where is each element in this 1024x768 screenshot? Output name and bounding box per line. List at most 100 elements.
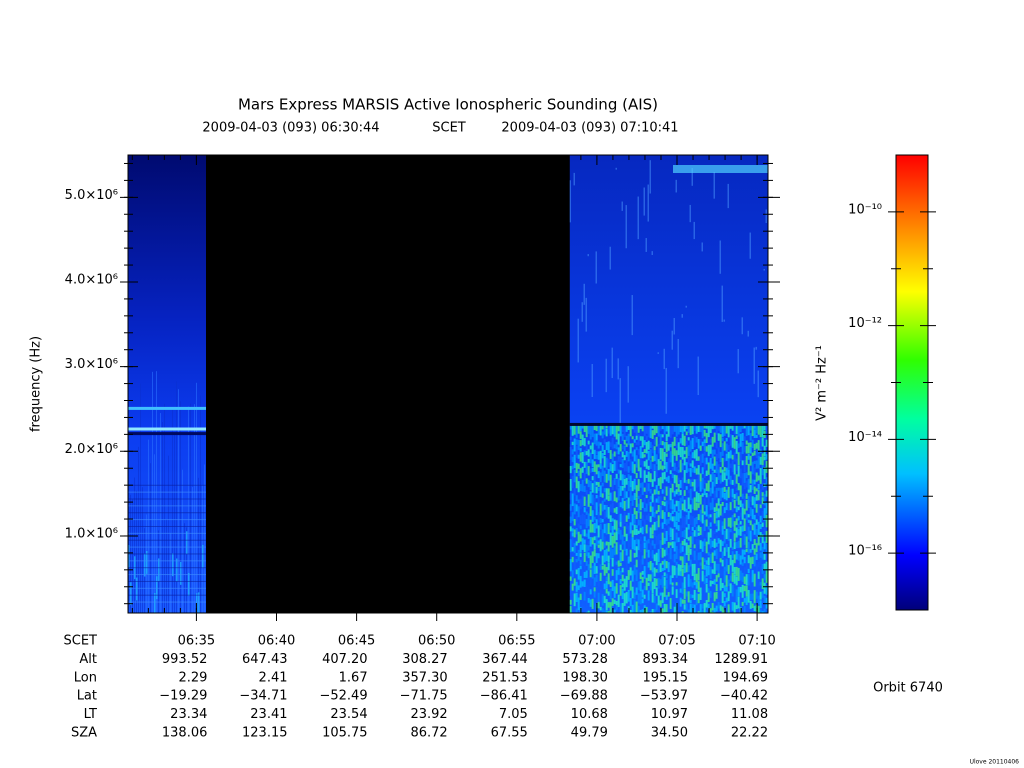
texture xyxy=(643,425,646,437)
texture xyxy=(617,455,620,462)
texture xyxy=(749,507,752,517)
texture xyxy=(651,455,654,462)
texture xyxy=(619,485,622,496)
texture xyxy=(661,472,664,484)
texture xyxy=(741,610,744,613)
texture xyxy=(757,583,760,589)
texture xyxy=(601,500,604,512)
texture xyxy=(743,483,746,490)
texture xyxy=(645,554,648,565)
texture xyxy=(575,439,578,445)
texture xyxy=(681,611,684,613)
texture xyxy=(739,512,742,518)
texture xyxy=(651,444,654,454)
texture xyxy=(615,583,618,594)
texture xyxy=(587,466,590,476)
texture xyxy=(765,552,768,559)
texture xyxy=(673,601,676,605)
texture xyxy=(765,460,768,473)
texture xyxy=(717,592,720,599)
texture xyxy=(621,588,624,600)
texture xyxy=(671,467,674,472)
texture xyxy=(605,358,607,393)
texture xyxy=(717,520,720,531)
texture xyxy=(627,589,630,602)
texture xyxy=(639,519,642,528)
texture xyxy=(585,584,588,595)
texture xyxy=(599,588,602,600)
texture xyxy=(194,404,195,613)
texture xyxy=(745,559,748,570)
texture xyxy=(611,491,614,503)
texture xyxy=(673,317,675,335)
texture xyxy=(667,486,670,494)
texture xyxy=(739,586,742,593)
texture xyxy=(641,589,644,598)
texture xyxy=(573,578,576,586)
texture xyxy=(653,609,656,613)
texture xyxy=(669,527,672,537)
ephemeris-value: −71.75 xyxy=(400,689,448,704)
texture xyxy=(597,451,600,460)
texture xyxy=(663,496,666,501)
texture xyxy=(695,448,698,461)
texture xyxy=(677,442,680,455)
texture xyxy=(627,570,630,580)
texture xyxy=(689,488,692,501)
texture xyxy=(681,546,684,552)
texture xyxy=(609,504,612,512)
texture xyxy=(613,460,616,471)
texture xyxy=(593,549,596,557)
texture xyxy=(743,446,746,453)
texture xyxy=(593,480,596,494)
texture xyxy=(747,605,750,613)
texture xyxy=(611,548,614,558)
texture xyxy=(655,520,658,531)
texture xyxy=(703,439,706,444)
texture xyxy=(729,597,732,608)
texture xyxy=(759,591,762,600)
texture xyxy=(619,578,622,584)
texture xyxy=(667,541,670,548)
texture xyxy=(178,389,179,613)
texture xyxy=(627,556,630,564)
texture xyxy=(763,425,766,431)
texture xyxy=(735,458,738,471)
ephemeris-value: 49.79 xyxy=(571,726,608,741)
texture xyxy=(587,440,590,445)
texture xyxy=(603,449,606,456)
texture xyxy=(687,456,690,465)
texture xyxy=(603,523,606,534)
texture xyxy=(579,593,582,600)
texture xyxy=(669,480,672,485)
chart-title: Mars Express MARSIS Active Ionospheric S… xyxy=(238,96,658,114)
data-gap xyxy=(206,155,570,613)
texture xyxy=(685,305,687,308)
y-tick-label: 4.0×10⁶ xyxy=(65,272,118,287)
texture xyxy=(605,425,608,429)
texture xyxy=(755,564,758,573)
texture xyxy=(753,590,756,604)
texture xyxy=(667,592,670,597)
texture xyxy=(703,425,706,429)
texture xyxy=(605,442,608,451)
texture xyxy=(649,551,652,557)
texture xyxy=(599,518,602,524)
texture xyxy=(579,468,582,479)
texture xyxy=(689,504,692,513)
texture xyxy=(569,422,768,426)
texture xyxy=(671,565,674,578)
texture xyxy=(593,449,596,459)
texture xyxy=(749,433,752,441)
texture xyxy=(643,519,646,532)
texture xyxy=(703,538,706,547)
texture xyxy=(695,566,698,570)
texture xyxy=(729,528,732,533)
texture xyxy=(605,523,608,535)
texture xyxy=(711,512,714,523)
texture xyxy=(705,483,708,491)
texture xyxy=(689,530,692,535)
texture xyxy=(583,425,586,433)
texture xyxy=(679,571,682,576)
texture xyxy=(727,503,730,512)
